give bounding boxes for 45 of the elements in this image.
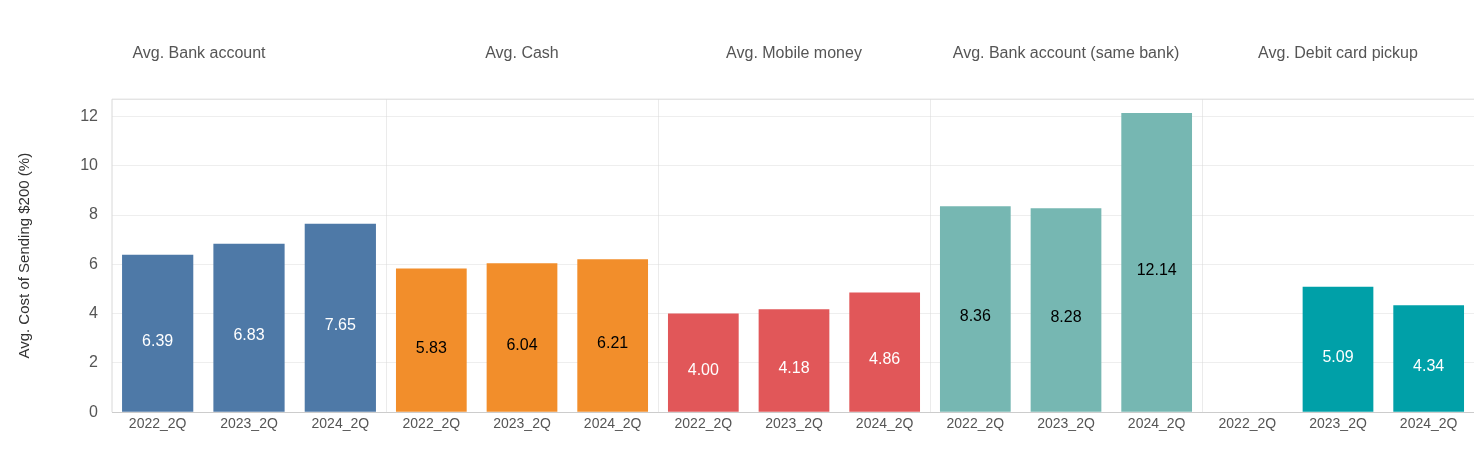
- chart-title: Avg. Bank account (same bank): [952, 44, 1180, 62]
- data-label: 4.86: [869, 350, 901, 368]
- x-tick-label: 2023_2Q: [1309, 415, 1367, 432]
- bar: [122, 254, 194, 412]
- data-label: 5.09: [1322, 347, 1354, 365]
- data-label: 5.83: [415, 338, 448, 356]
- data-label: 6.21: [597, 333, 629, 351]
- chart-title: Avg. Bank account: [132, 44, 267, 62]
- data-label: 6.04: [506, 335, 538, 353]
- x-tick-label: 2023_2Q: [1037, 415, 1095, 432]
- x-tick-label: 2024_2Q: [1399, 415, 1458, 432]
- y-tick-label: 4: [89, 304, 99, 322]
- y-tick-label: 2: [89, 353, 99, 371]
- data-label: 8.36: [959, 307, 992, 325]
- x-tick-label: 2022_2Q: [1218, 415, 1277, 432]
- data-label: 6.39: [142, 331, 174, 349]
- data-label: 8.28: [1050, 308, 1082, 326]
- y-tick-label: 8: [89, 205, 99, 223]
- y-tick-label: 6: [89, 254, 99, 272]
- x-tick-label: 2023_2Q: [765, 415, 823, 432]
- x-tick-label: 2022_2Q: [674, 415, 733, 432]
- data-label: 12.14: [1136, 260, 1177, 278]
- bar: [213, 243, 285, 412]
- data-label: 4.34: [1413, 356, 1445, 374]
- x-tick-label: 2023_2Q: [220, 415, 278, 432]
- y-tick-label: 12: [80, 106, 99, 124]
- x-tick-label: 2024_2Q: [583, 415, 642, 432]
- data-label: 4.18: [778, 358, 810, 376]
- x-tick-label: 2024_2Q: [311, 415, 370, 432]
- x-tick-label: 2022_2Q: [128, 415, 187, 432]
- data-label: 6.83: [233, 326, 265, 344]
- chart-title: Avg. Cash: [485, 44, 559, 62]
- x-tick-label: 2023_2Q: [493, 415, 551, 432]
- x-tick-label: 2024_2Q: [1127, 415, 1186, 432]
- y-tick-label: 10: [80, 156, 99, 174]
- y-axis-title: Avg. Cost of Sending $200 (%): [15, 152, 33, 359]
- data-label: 4.00: [687, 361, 720, 379]
- data-label: 7.65: [324, 316, 357, 334]
- bar: [304, 223, 376, 412]
- chart-title: Avg. Mobile money: [726, 44, 862, 62]
- x-tick-label: 2024_2Q: [855, 415, 914, 432]
- x-tick-label: 2022_2Q: [402, 415, 461, 432]
- chart-title: Avg. Debit card pickup: [1258, 44, 1418, 62]
- x-tick-label: 2022_2Q: [946, 415, 1005, 432]
- y-tick-label: 0: [89, 402, 99, 420]
